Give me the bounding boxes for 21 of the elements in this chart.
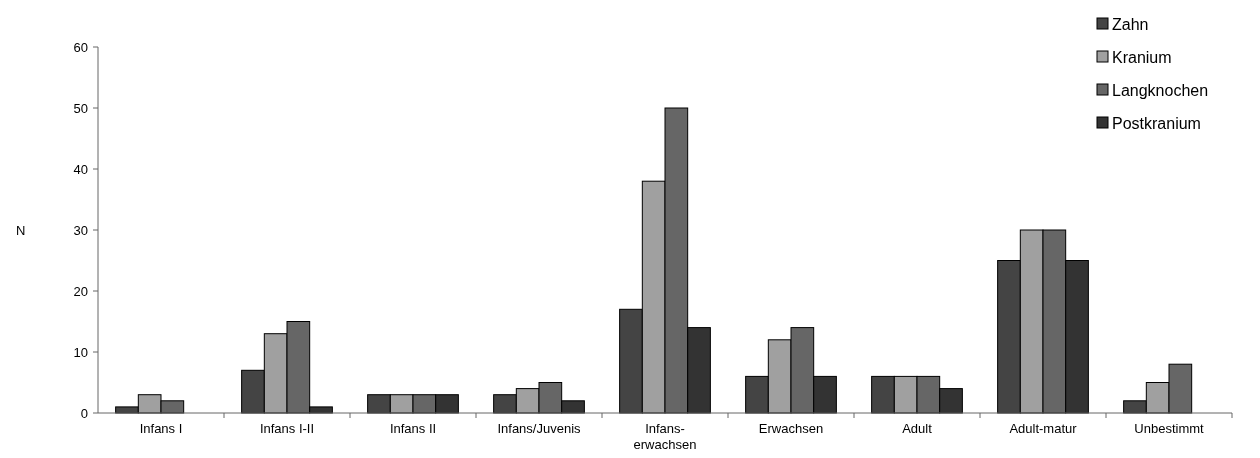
y-tick-label: 60	[73, 39, 88, 55]
y-tick-label: 30	[73, 222, 88, 238]
x-tick-label: Erwachsen	[758, 421, 824, 436]
x-tick-label: Infans II	[389, 421, 437, 436]
x-tick-label: Infans-erwachsen	[633, 421, 697, 452]
x-tick-label: Infans I	[139, 421, 183, 436]
y-axis-title: N	[16, 222, 26, 238]
y-tick-label: 20	[73, 283, 88, 299]
y-tick-label: 0	[80, 405, 88, 421]
y-tick-label: 40	[73, 161, 88, 177]
x-tick-label: Adult-matur	[1009, 421, 1078, 436]
x-tick-label: Adult	[902, 421, 933, 436]
y-tick-label: 50	[73, 100, 88, 116]
x-tick-label: Infans I-II	[259, 421, 315, 436]
x-tick-label: Unbestimmt	[1134, 421, 1205, 436]
legend-label: Postkranium	[1112, 114, 1201, 132]
x-tick-label: Infans/Juvenis	[497, 421, 582, 436]
legend-label: Kranium	[1112, 48, 1172, 66]
legend-label: Langknochen	[1112, 81, 1209, 99]
legend-label: Zahn	[1112, 15, 1149, 33]
y-tick-label: 10	[73, 344, 88, 360]
